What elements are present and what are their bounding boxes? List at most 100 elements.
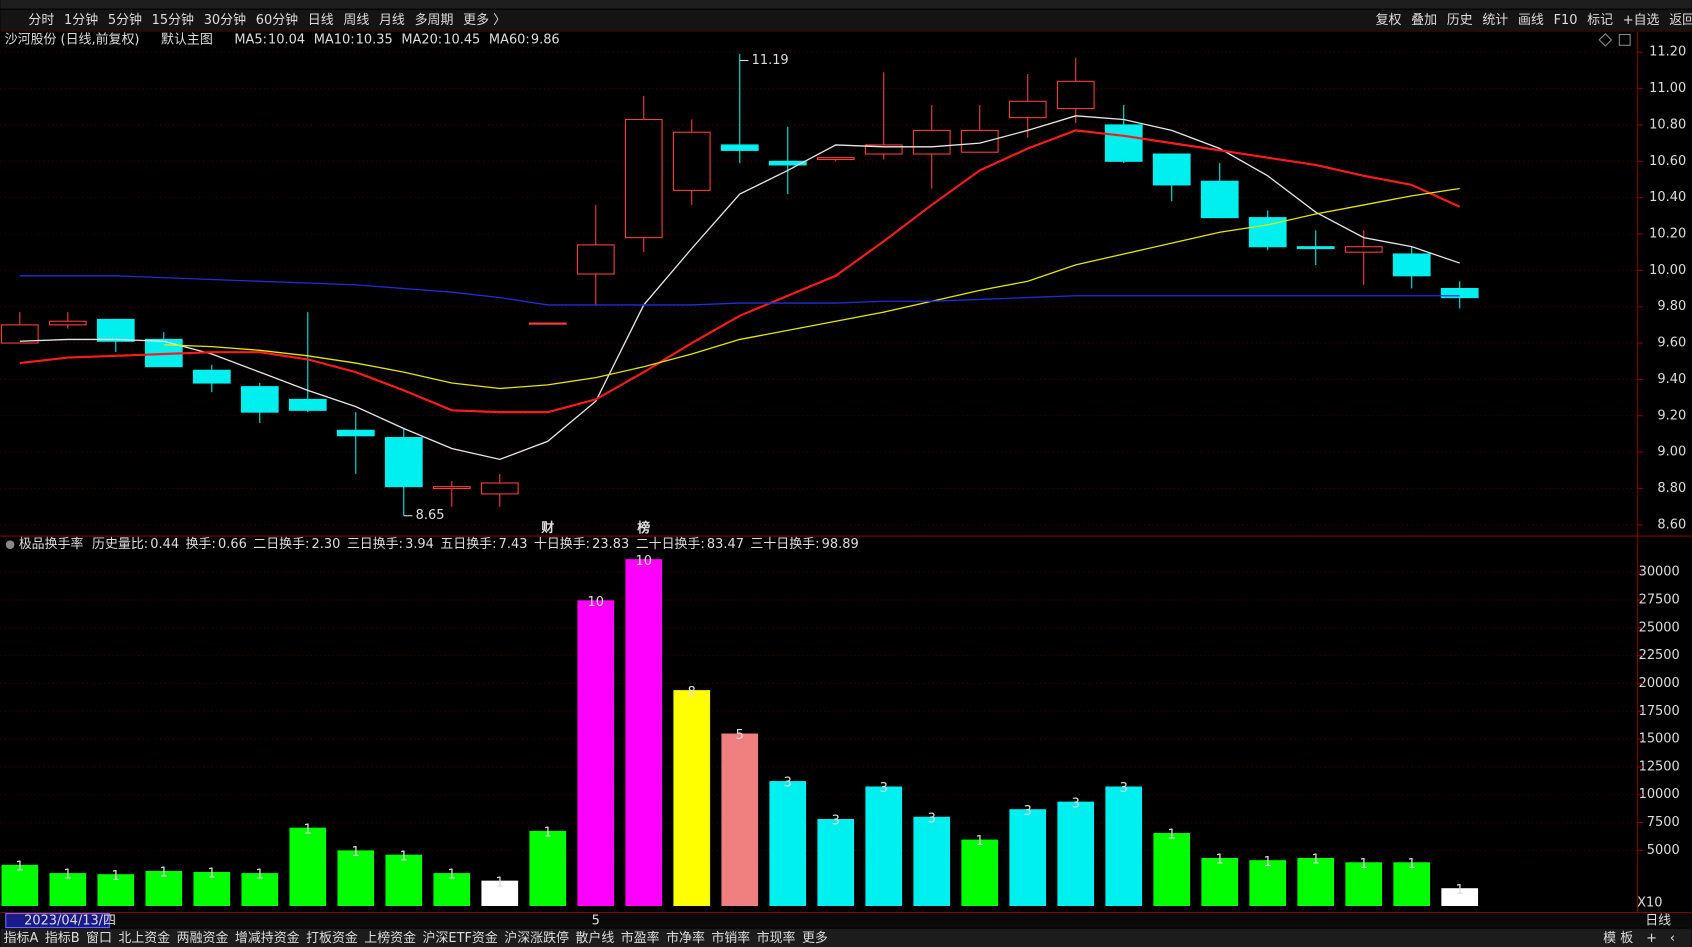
bar xyxy=(337,850,375,907)
tab[interactable]: 市销率 xyxy=(711,930,750,946)
toolbar-item[interactable]: 复权 xyxy=(1376,12,1402,28)
bars: 1 1 1 1 1 1 1 1 1 1 1 1 10 10 8 5 3 3 3 3 1 3 3 3 1 1 1 1 1 1 1 xyxy=(1,554,1479,907)
bar-label: 1 xyxy=(544,826,552,841)
tab[interactable]: 北上资金 xyxy=(118,930,170,946)
toolbar-item[interactable]: 30分钟 xyxy=(204,12,246,28)
legend-label: MA60: xyxy=(489,32,530,47)
toolbar-item[interactable]: 月线 xyxy=(379,13,405,28)
tab[interactable]: 沪深ETF资金 xyxy=(423,930,498,946)
candle-body xyxy=(720,144,759,151)
bar-label: 3 xyxy=(1120,781,1128,796)
candle-body xyxy=(240,386,279,413)
stat-value: 23.83 xyxy=(592,537,629,552)
bar-label: 1 xyxy=(1216,853,1224,868)
candle-body xyxy=(768,160,807,166)
candle-body xyxy=(1200,180,1239,219)
legend-label: MA5: xyxy=(234,32,267,47)
tab[interactable]: 指标B xyxy=(45,931,80,946)
bar-label: 1 xyxy=(1408,857,1416,872)
y-tick-label: 25000 xyxy=(1639,620,1680,635)
toolbar xyxy=(0,9,1692,32)
toolbar-item[interactable]: 标记 xyxy=(1587,13,1613,28)
tab[interactable]: 窗口 xyxy=(86,930,112,946)
legend-value: 9.86 xyxy=(531,32,560,47)
tab[interactable]: 增减持资金 xyxy=(235,930,300,946)
tab[interactable]: 市现率 xyxy=(757,930,796,946)
tab[interactable]: 模 板 xyxy=(1603,931,1633,946)
y-tick-label: 10.20 xyxy=(1649,226,1686,241)
toolbar-item[interactable]: 5分钟 xyxy=(108,12,142,28)
bar-label: 3 xyxy=(784,776,792,791)
bar xyxy=(1153,833,1191,907)
y-tick-label: 20000 xyxy=(1639,676,1680,691)
candle-body xyxy=(0,324,39,344)
toolbar-item[interactable]: 1分钟 xyxy=(64,12,98,28)
bar xyxy=(817,818,855,907)
legend-value: 10.35 xyxy=(356,32,393,47)
candle-body xyxy=(672,131,711,191)
y-tick-label: 5000 xyxy=(1647,843,1680,858)
toolbar-item[interactable]: 分时 xyxy=(28,13,54,28)
stat-value: 0.66 xyxy=(218,537,247,552)
toolbar-item[interactable]: 15分钟 xyxy=(152,12,194,28)
date-strip xyxy=(0,913,1692,928)
toolbar-item[interactable]: 60分钟 xyxy=(256,12,298,28)
bar xyxy=(1009,809,1047,907)
bar-label: 1 xyxy=(1168,828,1176,843)
bar-label: 1 xyxy=(112,869,120,884)
candle-body xyxy=(1440,287,1479,299)
tab[interactable]: 指标A xyxy=(4,931,39,946)
candle-body xyxy=(192,369,231,384)
bar-label: 1 xyxy=(1264,855,1272,870)
candle-body xyxy=(1248,217,1287,248)
bar xyxy=(961,839,999,907)
tab[interactable]: + xyxy=(1646,931,1657,946)
toolbar-item[interactable]: 历史 xyxy=(1447,13,1473,28)
icon[interactable] xyxy=(1598,33,1613,47)
tab[interactable]: 沪深涨跌停 xyxy=(504,930,569,946)
ma-line xyxy=(19,275,1460,306)
y-tick-label: 10.80 xyxy=(1649,117,1686,132)
stat-label: 二日换手: xyxy=(253,537,309,552)
bar-label: 1 xyxy=(304,822,312,837)
toolbar-item[interactable]: F10 xyxy=(1554,13,1578,28)
toolbar-item[interactable]: 多周期 xyxy=(415,13,454,28)
bar xyxy=(193,871,231,907)
stat-label: 三日换手: xyxy=(347,537,403,552)
tab-bar xyxy=(0,928,1692,947)
toolbar-item[interactable]: 周线 xyxy=(343,13,369,28)
toolbar-item[interactable]: 叠加 xyxy=(1411,13,1437,28)
annotation: 8.65 xyxy=(416,508,445,523)
icon[interactable] xyxy=(1618,33,1631,46)
tab[interactable]: 两融资金 xyxy=(177,930,229,946)
stat-label: 五日换手: xyxy=(440,537,496,552)
toolbar-item[interactable]: 更多 〉 xyxy=(463,13,506,28)
y-tick-label: 8.60 xyxy=(1657,517,1686,532)
toolbar-item[interactable]: 统计 xyxy=(1482,13,1508,28)
toolbar-item[interactable]: 日线 xyxy=(308,13,334,28)
toolbar-item[interactable]: +自选 xyxy=(1623,13,1660,28)
y-tick-label: 9.40 xyxy=(1657,372,1686,387)
tab[interactable]: ‹ xyxy=(1670,931,1675,946)
candle-body xyxy=(1056,80,1095,110)
tab[interactable]: 散户线 xyxy=(575,930,614,946)
tab[interactable]: 市盈率 xyxy=(621,930,660,946)
toolbar-item[interactable]: 画线 xyxy=(1518,13,1544,28)
candle-body xyxy=(912,129,951,155)
tab[interactable]: 上榜资金 xyxy=(364,930,416,946)
legend-label: MA10: xyxy=(314,32,355,47)
bar-label: 10 xyxy=(636,554,652,569)
scale-note: X10 xyxy=(1637,895,1662,910)
stat-label: 历史量比: xyxy=(92,537,148,552)
tab[interactable]: 市净率 xyxy=(666,930,705,946)
bar-label: 10 xyxy=(588,595,604,610)
tab[interactable]: 更多 xyxy=(802,931,828,946)
toolbar-item[interactable]: 返回 xyxy=(1669,13,1692,28)
event-marker: 榜 xyxy=(637,520,650,536)
tab[interactable]: 打板资金 xyxy=(306,930,358,946)
stat-value: 2.30 xyxy=(312,537,341,552)
bar xyxy=(289,827,327,907)
bar xyxy=(433,873,471,907)
